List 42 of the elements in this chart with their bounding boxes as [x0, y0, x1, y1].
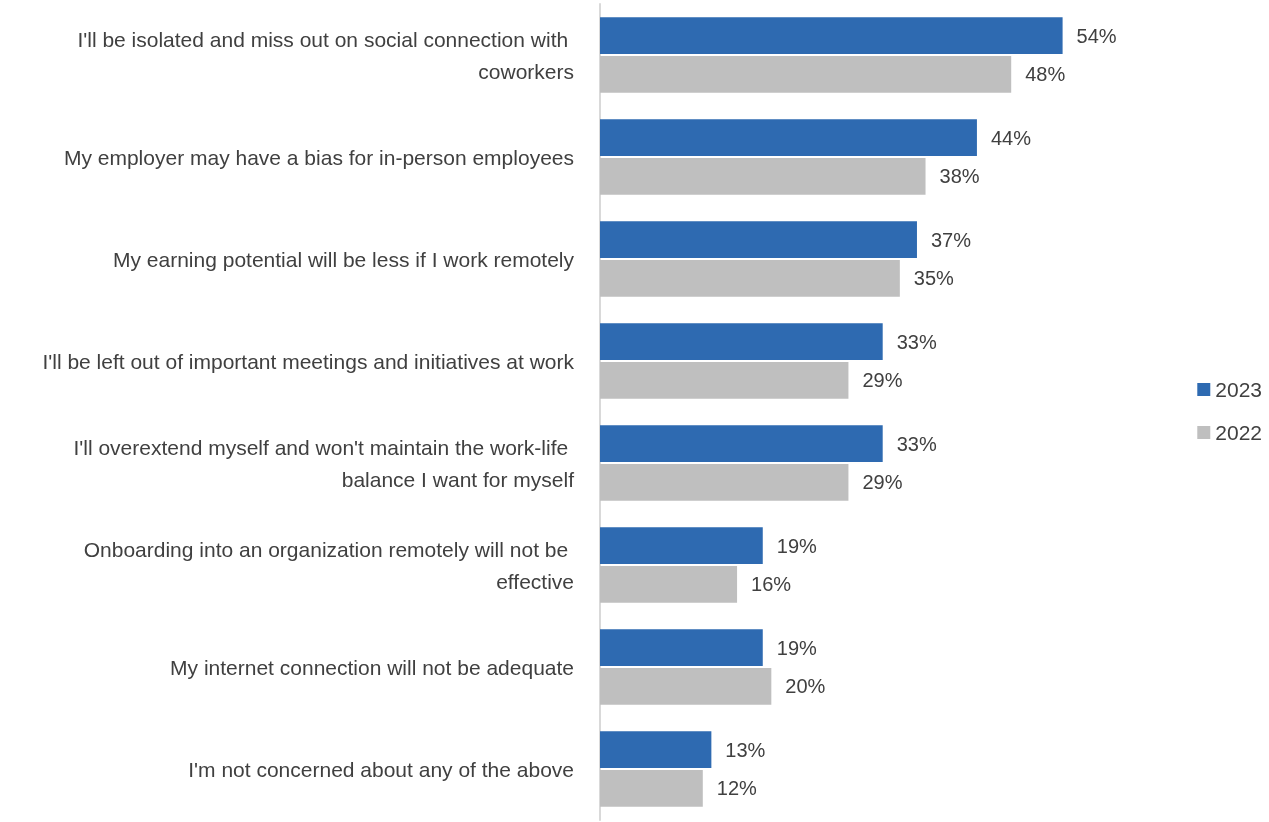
data-label: 13% — [725, 738, 766, 761]
y-tick-label: Onboarding into an organization remotely will not be effective — [83, 537, 574, 593]
data-label: 33% — [896, 432, 937, 455]
bar — [600, 731, 712, 768]
data-label: 48% — [1025, 63, 1066, 86]
bar — [600, 668, 772, 705]
data-label: 54% — [1076, 24, 1117, 47]
y-tick-label: My employer may have a bias for in-person employees — [63, 145, 574, 169]
legend-label: 2023 — [1215, 378, 1262, 401]
y-tick-label: I'll be isolated and miss out on social connection with coworkers — [77, 27, 574, 83]
data-label: 29% — [862, 369, 903, 392]
data-label: 38% — [939, 165, 980, 188]
data-label: 33% — [896, 330, 937, 353]
bar — [600, 362, 849, 399]
bar — [600, 260, 900, 297]
data-label: 44% — [990, 126, 1032, 149]
bar — [600, 425, 883, 462]
bar — [600, 770, 703, 807]
bar — [600, 17, 1063, 54]
legend-label: 2022 — [1215, 421, 1262, 444]
y-tick-label: My internet connection will not be adequate — [170, 655, 574, 679]
data-label: 29% — [862, 471, 903, 494]
data-label: 20% — [785, 675, 826, 698]
data-label: 19% — [776, 534, 818, 557]
data-label: 37% — [930, 228, 972, 251]
data-label: 16% — [751, 573, 792, 596]
y-tick-label: I'm not concerned about any of the above — [188, 757, 574, 781]
y-tick-label: I'll overextend myself and won't maintain the work-life balance I want for myself — [73, 435, 575, 491]
bar — [600, 527, 763, 564]
bar — [600, 323, 883, 360]
y-tick-label: My earning potential will be less if I work remotely — [112, 247, 575, 271]
bar — [600, 464, 849, 501]
y-tick-label: I'll be left out of important meetings and initiatives at work — [42, 349, 575, 373]
bar — [600, 221, 917, 258]
bar — [600, 158, 926, 195]
data-label: 19% — [776, 636, 818, 659]
bar — [600, 629, 763, 666]
bar — [600, 566, 738, 603]
data-label: 35% — [913, 267, 955, 290]
bar — [600, 119, 977, 156]
bar — [600, 56, 1012, 93]
data-label: 12% — [716, 777, 758, 800]
